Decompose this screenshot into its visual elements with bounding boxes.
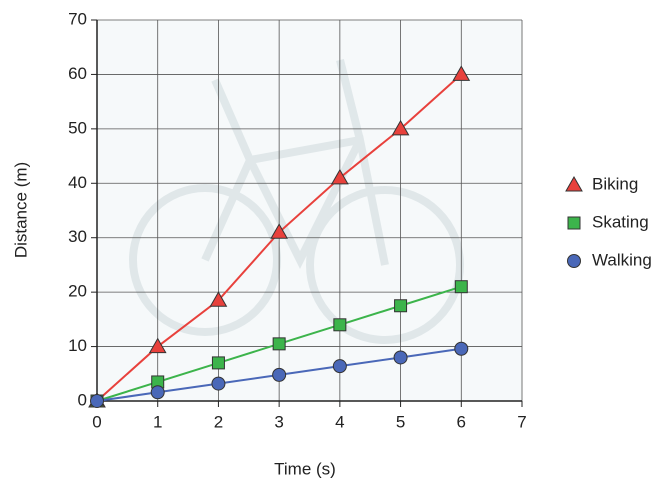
marker bbox=[454, 280, 468, 294]
marker bbox=[393, 350, 408, 365]
y-tick-label: 50 bbox=[68, 118, 87, 137]
x-tick-label: 0 bbox=[92, 412, 101, 431]
background-illustration bbox=[129, 59, 464, 344]
marker bbox=[332, 359, 347, 374]
y-tick-label: 20 bbox=[68, 282, 87, 301]
marker bbox=[391, 119, 410, 136]
legend-marker bbox=[567, 254, 581, 268]
x-tick-label: 7 bbox=[517, 412, 526, 431]
x-tick-label: 1 bbox=[153, 412, 162, 431]
marker bbox=[452, 65, 471, 81]
marker bbox=[150, 385, 165, 400]
marker bbox=[270, 223, 289, 239]
grid: 0 10 20 30 40 50 60 70 0 1 2 3 4 5 6 7 bbox=[68, 9, 527, 431]
marker bbox=[211, 356, 225, 370]
x-tick-label: 4 bbox=[335, 412, 344, 431]
y-tick-label: 60 bbox=[68, 64, 87, 83]
legend-label: Biking bbox=[592, 174, 638, 193]
plot bbox=[88, 65, 471, 408]
y-tick-label: 40 bbox=[68, 173, 87, 192]
x-tick-label: 5 bbox=[396, 412, 405, 431]
marker bbox=[211, 376, 226, 391]
marker bbox=[394, 299, 408, 313]
marker bbox=[272, 337, 286, 351]
legend-label: Skating bbox=[592, 212, 649, 231]
y-tick-label: 30 bbox=[68, 227, 87, 246]
y-tick-label: 0 bbox=[78, 390, 87, 409]
marker bbox=[454, 341, 469, 356]
x-tick-label: 6 bbox=[457, 412, 466, 431]
x-tick-label: 3 bbox=[274, 412, 283, 431]
x-axis-label: Time (s) bbox=[274, 459, 336, 478]
marker bbox=[209, 291, 228, 307]
marker bbox=[330, 168, 349, 185]
legend-marker bbox=[565, 175, 583, 192]
marker bbox=[90, 394, 104, 408]
marker bbox=[148, 337, 167, 354]
y-tick-label: 10 bbox=[68, 336, 87, 355]
marker bbox=[272, 367, 287, 382]
marker bbox=[333, 318, 347, 332]
legend-marker bbox=[567, 216, 581, 230]
x-tick-label: 2 bbox=[214, 412, 223, 431]
legend-label: Walking bbox=[592, 250, 652, 269]
y-tick-label: 70 bbox=[68, 9, 87, 28]
y-axis-label: Distance (m) bbox=[11, 162, 30, 258]
